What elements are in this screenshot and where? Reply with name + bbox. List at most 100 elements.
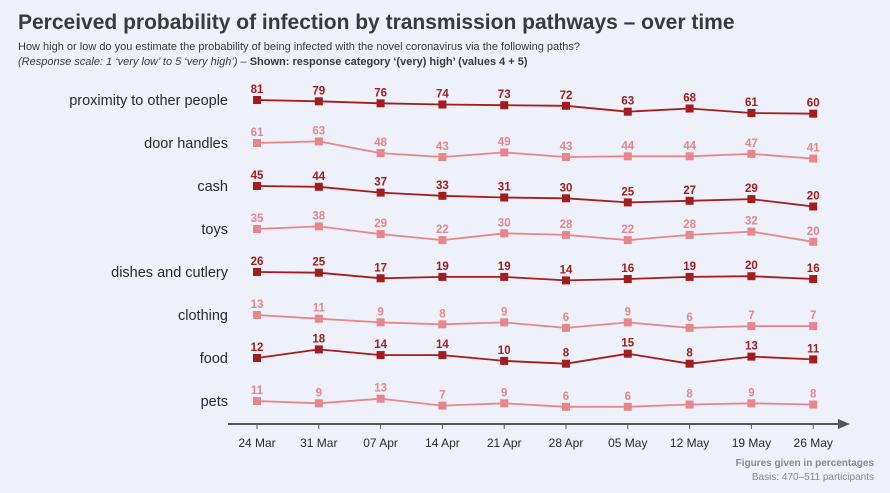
data-label: 26 bbox=[251, 256, 264, 268]
data-label: 61 bbox=[251, 127, 264, 139]
data-point bbox=[314, 97, 323, 106]
data-point bbox=[314, 314, 323, 323]
series-line bbox=[256, 271, 814, 282]
series: 13 11 9 8 9 6 9 6 7 7 bbox=[251, 299, 818, 332]
data-point bbox=[314, 399, 323, 408]
data-label: 43 bbox=[436, 141, 449, 153]
data-label: 47 bbox=[745, 138, 758, 150]
data-label: 14 bbox=[436, 339, 449, 351]
data-label: 8 bbox=[686, 389, 693, 401]
data-label: 16 bbox=[621, 263, 634, 275]
data-point bbox=[376, 188, 385, 197]
data-label: 30 bbox=[498, 217, 511, 229]
x-tick-label: 31 Mar bbox=[300, 436, 337, 450]
category-label: proximity to other people bbox=[69, 93, 228, 109]
x-axis-arrow bbox=[838, 419, 850, 429]
data-label: 6 bbox=[686, 312, 692, 324]
data-point bbox=[438, 191, 447, 200]
data-label: 6 bbox=[563, 391, 569, 403]
data-point bbox=[376, 149, 385, 158]
scale-note-dash: – bbox=[237, 56, 250, 68]
data-label: 29 bbox=[745, 183, 758, 195]
data-point bbox=[747, 272, 756, 281]
data-label: 8 bbox=[686, 348, 693, 360]
data-point bbox=[314, 182, 323, 191]
data-point bbox=[438, 351, 447, 360]
data-label: 9 bbox=[501, 306, 507, 318]
data-point bbox=[809, 355, 818, 364]
scale-note-range: (Response scale: 1 ‘very low’ to 5 ‘very… bbox=[18, 56, 238, 68]
data-point bbox=[685, 323, 694, 332]
data-point bbox=[314, 345, 323, 354]
data-point bbox=[623, 318, 632, 327]
data-point bbox=[376, 230, 385, 239]
data-label: 60 bbox=[807, 98, 820, 110]
data-label: 74 bbox=[436, 89, 449, 101]
data-point bbox=[809, 275, 818, 283]
data-point bbox=[623, 275, 632, 283]
data-point bbox=[253, 354, 261, 362]
data-label: 12 bbox=[251, 342, 264, 354]
series-line bbox=[256, 397, 814, 408]
data-label: 11 bbox=[251, 385, 264, 397]
data-label: 7 bbox=[439, 390, 445, 402]
data-point bbox=[500, 101, 509, 110]
series-line bbox=[256, 348, 814, 365]
data-label: 41 bbox=[807, 143, 820, 155]
data-point bbox=[314, 222, 323, 231]
data-label: 48 bbox=[374, 137, 387, 149]
x-tick-label: 28 Apr bbox=[549, 436, 584, 450]
data-label: 31 bbox=[498, 182, 511, 194]
data-label: 32 bbox=[745, 216, 758, 228]
data-point bbox=[809, 109, 818, 118]
data-label: 45 bbox=[251, 170, 264, 182]
data-point bbox=[500, 318, 509, 327]
data-point bbox=[438, 153, 447, 161]
footnote: Figures given in percentages bbox=[735, 458, 874, 469]
data-point bbox=[376, 274, 385, 283]
data-label: 19 bbox=[498, 261, 511, 273]
data-label: 25 bbox=[621, 186, 634, 198]
data-label: 29 bbox=[374, 218, 387, 230]
data-label: 9 bbox=[501, 387, 507, 399]
data-label: 13 bbox=[251, 299, 264, 311]
data-point bbox=[500, 272, 509, 281]
x-tick-label: 05 May bbox=[608, 436, 647, 450]
data-label: 63 bbox=[312, 125, 325, 137]
data-label: 25 bbox=[312, 257, 325, 269]
data-label: 10 bbox=[498, 345, 511, 357]
data-label: 6 bbox=[625, 391, 631, 403]
data-point bbox=[253, 139, 261, 147]
data-point bbox=[685, 272, 694, 281]
data-point bbox=[747, 109, 756, 117]
data-point bbox=[562, 153, 570, 161]
data-label: 22 bbox=[436, 224, 449, 236]
chart-subtitle: How high or low do you estimate the prob… bbox=[18, 41, 580, 53]
data-point bbox=[623, 402, 632, 411]
x-tick-label: 26 May bbox=[794, 436, 833, 450]
x-tick-label: 14 Apr bbox=[425, 436, 460, 450]
series: 11 9 13 7 9 6 6 8 9 8 bbox=[251, 383, 818, 411]
data-label: 76 bbox=[374, 87, 387, 99]
data-label: 11 bbox=[313, 303, 326, 315]
data-point bbox=[253, 96, 261, 104]
data-label: 13 bbox=[745, 341, 758, 353]
data-label: 28 bbox=[683, 219, 696, 231]
data-point bbox=[623, 349, 632, 358]
data-point bbox=[809, 400, 818, 409]
series: 81 79 76 74 73 72 63 68 61 60 bbox=[251, 84, 820, 118]
data-point bbox=[747, 352, 756, 361]
scale-note: (Response scale: 1 ‘very low’ to 5 ‘very… bbox=[18, 56, 528, 68]
series: 35 38 29 22 30 28 22 28 32 20 bbox=[251, 210, 820, 246]
data-point bbox=[562, 359, 570, 368]
data-label: 14 bbox=[374, 339, 387, 351]
data-point bbox=[500, 148, 509, 157]
x-axis: 24 Mar 31 Mar 07 Apr 14 Apr 21 Apr 28 Apr 05 M… bbox=[228, 419, 850, 450]
data-point bbox=[438, 401, 447, 410]
category-label: toys bbox=[201, 222, 228, 238]
data-point bbox=[747, 149, 756, 158]
data-label: 9 bbox=[748, 387, 754, 399]
data-point bbox=[685, 152, 694, 161]
